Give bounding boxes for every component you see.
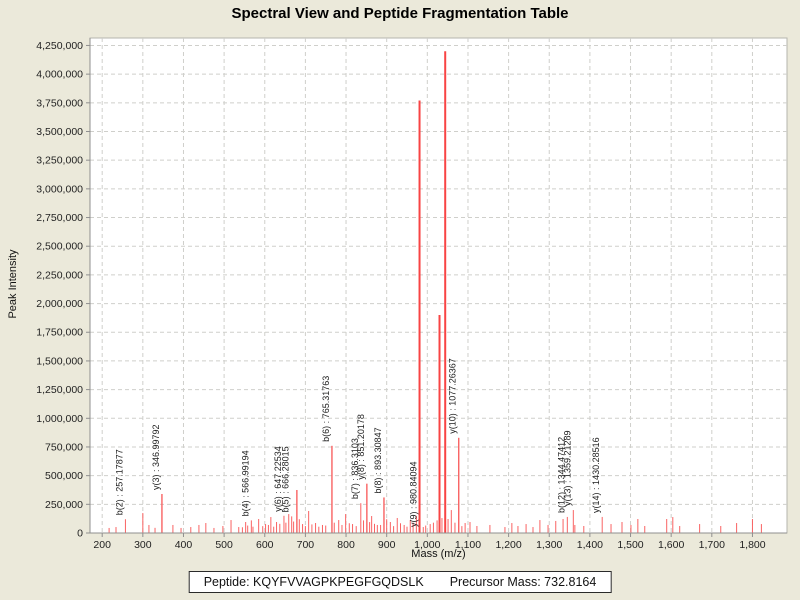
peak-label: b(8) : 893.30847	[373, 427, 383, 493]
x-tick-label: 800	[337, 539, 355, 551]
peak-label: b(4) : 566.99194	[240, 450, 250, 516]
peak-label: b(2) : 257.17877	[114, 449, 124, 515]
y-tick-label: 1,500,000	[36, 355, 83, 367]
y-tick-label: 2,250,000	[36, 269, 83, 281]
x-tick-label: 700	[297, 539, 315, 551]
x-tick-label: 900	[378, 539, 396, 551]
y-tick-label: 4,250,000	[36, 40, 83, 52]
peak-label: y(3) : 346.99792	[151, 424, 161, 490]
peak-label: b(7) : 836.3103	[350, 438, 360, 499]
x-tick-label: 1,700	[699, 539, 725, 551]
y-tick-label: 1,750,000	[36, 327, 83, 339]
x-tick-label: 1,600	[658, 539, 684, 551]
peak-label: b(12) : 1344.47412	[556, 437, 566, 513]
y-tick-label: 250,000	[45, 499, 83, 511]
x-tick-label: 1,100	[455, 539, 481, 551]
x-tick-label: 1,400	[577, 539, 603, 551]
peptide-sequence-label: Peptide: KQYFVVAGPKPEGFGQDSLK	[203, 575, 424, 589]
peak-label: y(9) : 980.84094	[409, 461, 419, 527]
y-tick-label: 3,000,000	[36, 183, 83, 195]
x-tick-label: 1,500	[617, 539, 643, 551]
peptide-info-box: Peptide: KQYFVVAGPKPEGFGQDSLK Precursor M…	[188, 571, 612, 593]
x-tick-label: 1,300	[536, 539, 562, 551]
peak-label: b(5) : 666.28015	[281, 446, 291, 512]
spectrum-plot-canvas[interactable]: 0 250,000 500,000 750,000 1,000,000 1,250,000…	[0, 0, 800, 568]
y-tick-label: 3,250,000	[36, 155, 83, 167]
x-tick-label: 600	[256, 539, 274, 551]
y-tick-label: 1,250,000	[36, 384, 83, 396]
y-tick-label: 1,000,000	[36, 413, 83, 425]
y-tick-label: 750,000	[45, 441, 83, 453]
peak-label: b(6) : 765.31763	[321, 376, 331, 442]
peak-label: y(13) : 1359.21289	[562, 430, 572, 506]
y-tick-label: 0	[77, 528, 83, 540]
y-tick-label: 2,000,000	[36, 298, 83, 310]
y-tick-label: 4,000,000	[36, 69, 83, 81]
y-tick-label: 2,750,000	[36, 212, 83, 224]
peak-label: y(8) : 851.20178	[356, 414, 366, 480]
x-tick-label: 200	[93, 539, 111, 551]
peak-label: y(14) : 1430.28516	[591, 437, 601, 513]
x-tick-label: 1,200	[495, 539, 521, 551]
peak-label: y(6) : 647.22534	[273, 446, 283, 512]
y-tick-label: 3,500,000	[36, 126, 83, 138]
chart-title: Spectral View and Peptide Fragmentation …	[231, 5, 569, 22]
y-tick-label: 500,000	[45, 470, 83, 482]
x-axis-title: Mass (m/z)	[411, 548, 466, 560]
x-tick-label: 500	[215, 539, 233, 551]
x-tick-label: 1,800	[739, 539, 765, 551]
plot-area-background	[89, 37, 788, 534]
x-tick-label: 1,000	[414, 539, 440, 551]
x-tick-label: 300	[134, 539, 152, 551]
y-tick-label: 3,750,000	[36, 97, 83, 109]
precursor-mass-label: Precursor Mass: 732.8164	[449, 575, 597, 589]
y-tick-label: 2,500,000	[36, 241, 83, 253]
x-tick-label: 400	[175, 539, 193, 551]
peak-label: y(10) : 1077.26367	[448, 358, 458, 434]
